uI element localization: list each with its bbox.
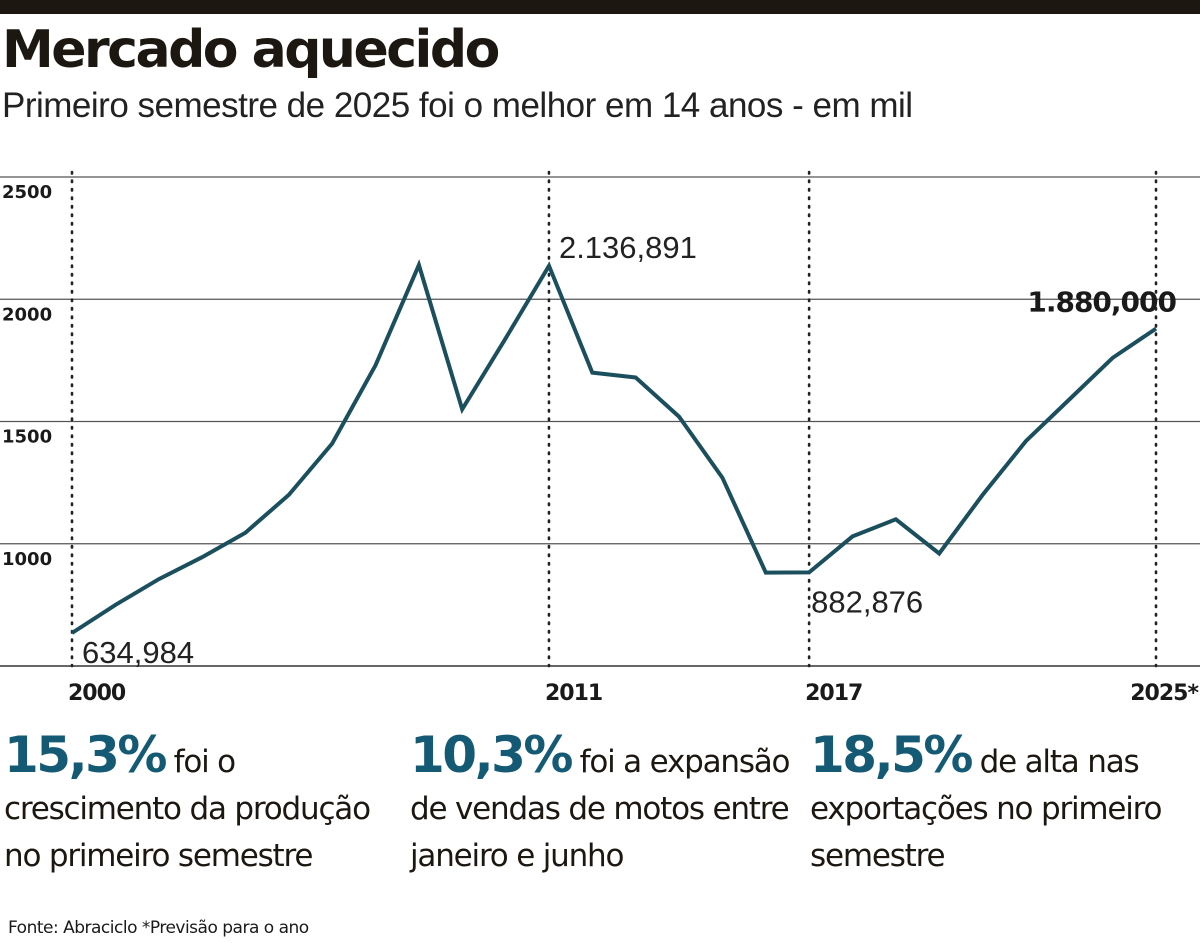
x-tick-label: 2017	[805, 681, 862, 706]
line-chart: 1000 1500 2000 2500 2000 2011 2017 2025* 634,9…	[0, 170, 1200, 706]
stat-production-value: 15,3%	[4, 726, 167, 784]
data-label: 634,984	[82, 635, 194, 670]
data-labels: 634,984 2.136,891 882,876 1.880,000	[82, 230, 1178, 670]
data-label: 1.880,000	[1027, 286, 1176, 319]
gridlines	[0, 176, 1200, 667]
stat-exports: 18,5% de alta nas exportações no primeir…	[810, 730, 1190, 880]
y-tick-label: 2500	[2, 182, 52, 203]
y-tick-label: 2000	[2, 304, 52, 325]
y-tick-label: 1000	[2, 549, 52, 570]
stat-sales-value: 10,3%	[410, 726, 573, 784]
data-label: 2.136,891	[559, 230, 697, 265]
stat-exports-value: 18,5%	[810, 726, 973, 784]
x-tick-label: 2011	[545, 681, 602, 706]
y-tick-label: 1500	[2, 427, 52, 448]
chart-subtitle: Primeiro semestre de 2025 foi o melhor e…	[2, 86, 913, 125]
stat-production-text: foi o crescimento da produção no primeir…	[4, 744, 371, 874]
source-note: Fonte: Abraciclo *Previsão para o ano	[8, 918, 309, 938]
x-axis-ticks: 2000 2011 2017 2025*	[68, 681, 1200, 706]
series-group	[70, 259, 1158, 635]
stat-production: 15,3% foi o crescimento da produção no p…	[4, 730, 384, 880]
chart-title: Mercado aquecido	[2, 20, 500, 80]
stat-sales: 10,3% foi a expansão de vendas de motos …	[410, 730, 791, 880]
y-axis-ticks: 1000 1500 2000 2500	[2, 182, 52, 570]
x-tick-label: 2025*	[1130, 681, 1199, 706]
stat-sales-text: foi a expansão de vendas de motos entre …	[410, 744, 791, 874]
stat-exports-text: de alta nas exportações no primeiro seme…	[810, 744, 1163, 874]
x-tick-label: 2000	[68, 681, 126, 706]
vertical-markers	[70, 170, 1158, 668]
data-label: 882,876	[811, 584, 923, 619]
top-bar	[0, 0, 1200, 14]
series-line-0	[70, 259, 1158, 635]
